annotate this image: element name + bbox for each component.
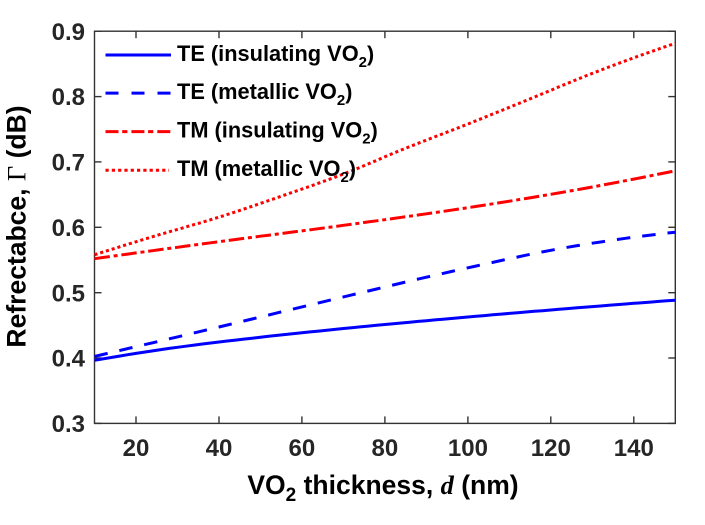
svg-text:TM (insulating VO2): TM (insulating VO2) <box>177 117 378 147</box>
svg-text:120: 120 <box>531 435 571 462</box>
svg-text:TE (metallic VO2): TE (metallic VO2) <box>177 79 352 109</box>
svg-text:100: 100 <box>448 435 488 462</box>
svg-text:0.3: 0.3 <box>52 411 85 438</box>
svg-text:Refrectabce, Γ (dB): Refrectabce, Γ (dB) <box>2 105 32 347</box>
svg-text:80: 80 <box>372 435 399 462</box>
svg-text:TE (insulating VO2): TE (insulating VO2) <box>177 41 374 71</box>
svg-text:0.9: 0.9 <box>52 19 85 46</box>
svg-text:0.5: 0.5 <box>52 280 85 307</box>
svg-text:60: 60 <box>289 435 316 462</box>
svg-text:20: 20 <box>123 435 150 462</box>
svg-text:140: 140 <box>614 435 654 462</box>
svg-text:0.7: 0.7 <box>52 150 85 177</box>
svg-text:0.4: 0.4 <box>52 346 86 373</box>
svg-text:TM (metallic VO2): TM (metallic VO2) <box>177 156 356 186</box>
svg-text:40: 40 <box>206 435 233 462</box>
svg-text:0.6: 0.6 <box>52 215 85 242</box>
svg-text:0.8: 0.8 <box>52 84 85 111</box>
